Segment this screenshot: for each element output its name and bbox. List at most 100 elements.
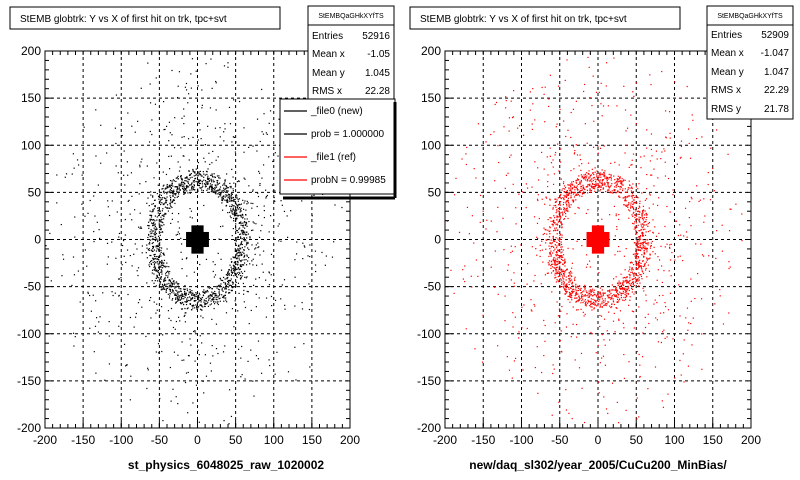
- left-point: [209, 297, 211, 299]
- right-point: [566, 268, 568, 271]
- right-point: [575, 144, 577, 146]
- right-point: [563, 278, 565, 280]
- left-point: [237, 255, 239, 257]
- right-point: [569, 296, 572, 298]
- left-point: [154, 206, 156, 208]
- left-point: [213, 301, 215, 303]
- left-point: [213, 191, 215, 193]
- left-point: [185, 176, 188, 178]
- right-point: [623, 377, 626, 379]
- right-point: [568, 192, 570, 194]
- right-point: [610, 175, 612, 177]
- left-point: [149, 214, 151, 217]
- right-y-tick-label-6: 100: [421, 138, 441, 152]
- right-point: [637, 210, 640, 212]
- left-point: [238, 250, 241, 252]
- left-point: [242, 233, 244, 236]
- left-stats-box: StEMBQaGHkXYfTS Entries 52916 Mean x -1.…: [307, 5, 395, 103]
- right-point: [601, 301, 603, 303]
- right-point: [597, 300, 600, 302]
- left-point: [199, 174, 201, 176]
- left-point: [185, 185, 187, 188]
- left-point: [252, 145, 254, 147]
- left-point: [177, 221, 179, 223]
- left-point: [205, 300, 208, 302]
- left-point: [277, 155, 279, 157]
- right-point: [620, 292, 622, 294]
- right-point: [680, 234, 682, 236]
- right-point: [634, 216, 636, 219]
- left-point: [215, 80, 217, 83]
- right-point: [584, 295, 586, 297]
- left-point: [224, 345, 226, 347]
- right-point: [590, 174, 592, 176]
- right-point: [605, 85, 607, 87]
- right-point: [635, 278, 637, 280]
- right-point: [577, 293, 579, 295]
- right-point: [548, 236, 551, 238]
- left-point: [205, 63, 207, 65]
- left-point: [136, 248, 138, 250]
- right-point: [567, 194, 570, 196]
- left-point: [211, 318, 213, 320]
- left-point: [232, 286, 234, 288]
- left-point: [228, 200, 230, 202]
- left-point: [269, 215, 272, 217]
- left-point: [243, 237, 245, 240]
- left-point: [225, 291, 227, 293]
- right-point: [564, 258, 566, 260]
- left-point: [269, 110, 272, 112]
- right-point: [576, 240, 578, 242]
- left-point: [242, 214, 244, 216]
- right-point: [608, 186, 610, 188]
- right-point: [550, 263, 553, 265]
- right-point: [564, 210, 566, 212]
- left-point: [198, 353, 200, 356]
- left-point: [196, 307, 198, 309]
- right-point: [668, 270, 670, 272]
- left-point: [266, 194, 268, 197]
- left-point: [185, 292, 188, 294]
- right-point: [662, 331, 664, 333]
- left-point: [104, 379, 106, 381]
- right-point: [613, 278, 615, 280]
- right-point: [684, 207, 687, 209]
- left-point: [181, 294, 183, 296]
- left-point: [198, 185, 201, 187]
- left-point: [207, 287, 209, 289]
- left-point: [212, 299, 214, 301]
- right-point: [611, 297, 613, 300]
- left-x-tick-label-6: 100: [264, 433, 284, 447]
- left-point: [233, 262, 235, 264]
- right-point: [584, 299, 587, 301]
- right-point: [564, 270, 566, 272]
- left-point: [204, 186, 207, 188]
- left-point: [210, 186, 213, 189]
- left-point: [149, 218, 151, 220]
- right-point: [563, 208, 566, 210]
- left-point: [221, 190, 223, 192]
- left-point: [172, 185, 174, 187]
- right-point: [617, 282, 619, 284]
- left-point: [175, 320, 178, 323]
- left-y-tick-label-7: 150: [21, 91, 41, 105]
- left-point: [184, 314, 186, 316]
- right-point: [570, 189, 572, 191]
- left-point: [190, 73, 192, 75]
- right-point: [574, 189, 576, 191]
- right-point: [638, 183, 640, 185]
- left-point: [150, 194, 152, 196]
- right-point: [579, 158, 582, 161]
- left-point: [117, 172, 119, 174]
- right-point: [630, 114, 632, 116]
- right-point: [639, 237, 641, 239]
- right-point: [482, 314, 484, 316]
- right-point: [571, 267, 573, 269]
- right-point: [494, 286, 496, 288]
- right-point: [637, 249, 639, 251]
- right-point: [580, 174, 582, 176]
- right-point: [626, 205, 628, 207]
- left-point: [238, 227, 241, 229]
- left-point: [193, 300, 196, 302]
- right-point: [588, 300, 590, 302]
